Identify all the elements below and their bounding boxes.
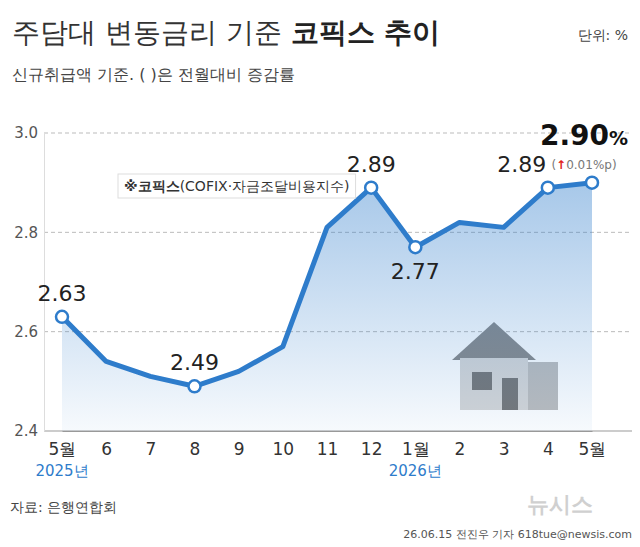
x-tick-label: 3 [499,439,510,459]
x-tick: 2 [455,431,466,459]
x-tick: 11 [317,431,339,459]
data-label-number: 2.90 [540,119,609,152]
y-tick: 2.4 [14,422,44,440]
y-tick-label: 2.8 [14,224,38,242]
x-tick-label: 11 [317,439,339,459]
x-tick-label: 5월 [49,439,77,459]
data-label-main: 2.90% [540,119,628,152]
source: 자료: 은행연합회 [10,499,117,515]
data-label: 2.89 [497,152,546,177]
line [62,183,592,387]
subtitle: 신규취급액 기준. ( )은 전월대비 증감률 [12,65,295,84]
title-text: 주담대 변동금리 기준 [12,16,291,49]
note-text: ※코픽스(COFIX·자금조달비용지수) [124,178,350,194]
x-tick-label: 10 [273,439,295,459]
note-box [118,174,356,198]
x-tick-label: 7 [145,439,156,459]
x-tick: 5월 [49,431,77,459]
marker [189,380,201,392]
year-label: 2025년 [35,462,88,480]
change-arrow: ↑ [556,158,566,172]
grid [44,133,632,431]
data-label: 2.89 [347,152,396,177]
x-tick-label: 6 [101,439,112,459]
title: 주담대 변동금리 기준 코픽스 추이 [12,16,440,49]
credit: 26.06.15 전진우 기자 618tue@newsis.com [403,528,632,541]
data-label: 2.77 [391,259,440,284]
x-tick-label: 2 [455,439,466,459]
x-tick: 3 [499,431,510,459]
note: ※코픽스(COFIX·자금조달비용지수) [118,174,356,198]
note-text-part: (COFIX·자금조달비용지수) [180,178,350,194]
x-tick: 7 [145,431,156,459]
x-tick: 4 [543,431,554,459]
change-text: 0.01%p) [566,158,616,172]
x-tick: 12 [361,431,383,459]
x-tick: 10 [273,431,295,459]
x-tick-label: 9 [234,439,245,459]
y-tick-label: 3.0 [14,124,38,142]
y-tick: 2.6 [14,323,44,341]
area [62,183,592,431]
y-tick-label: 2.4 [14,422,38,440]
marker [56,311,68,323]
x-tick: 6 [101,431,112,459]
y-tick-label: 2.6 [14,323,38,341]
x-tick-label: 1월 [402,439,430,459]
x-axis: 5월 6 7 8 9 10 11 12 1월 2 3 4 5월 [49,431,607,459]
chart: 주담대 변동금리 기준 코픽스 추이 단위: % 신규취급액 기준. ( )은 전월… [0,0,640,547]
data-label: 2.49 [170,350,219,375]
x-tick: 5월 [579,431,607,459]
title-bold: 코픽스 추이 [291,16,441,49]
data-label: 2.63 [38,281,87,306]
x-tick: 9 [234,431,245,459]
marker [409,241,421,253]
x-tick-label: 4 [543,439,554,459]
y-tick: 3.0 [14,124,44,142]
x-tick-label: 12 [361,439,383,459]
y-tick: 2.8 [14,224,44,242]
marker [365,182,377,194]
data-label-unit: % [609,127,628,149]
change-label: (↑0.01%p) [551,158,616,172]
x-axis-line [63,431,593,432]
marker [586,177,598,189]
data-labels: 2.632.492.892.772.892.90% [38,119,629,376]
x-tick: 8 [190,431,201,459]
note-bold: ※코픽스 [124,178,180,194]
x-tick: 1월 [402,431,430,459]
watermark: 뉴시스 [527,492,593,517]
year-label: 2026년 [389,462,442,480]
unit: 단위: % [578,27,628,43]
x-tick-label: 5월 [579,439,607,459]
marker [542,182,554,194]
x-tick-label: 8 [190,439,201,459]
plot [56,177,598,431]
